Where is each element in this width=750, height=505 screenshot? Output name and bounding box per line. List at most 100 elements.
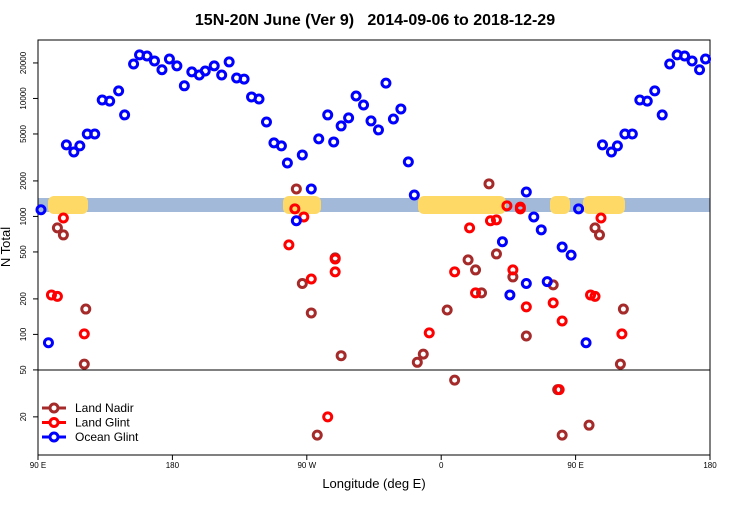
land-patch: [283, 196, 321, 214]
point: [649, 85, 661, 97]
point: [641, 95, 653, 107]
legend-label: Land Nadir: [75, 401, 134, 415]
point: [178, 80, 190, 92]
point: [402, 156, 414, 168]
legend-label: Ocean Glint: [75, 430, 139, 444]
point: [78, 328, 90, 340]
point: [199, 65, 211, 77]
point: [589, 290, 601, 302]
chart-title: 15N-20N June (Ver 9) 2014-09-06 to 2018-…: [195, 12, 555, 29]
land-patch: [418, 196, 506, 214]
point: [283, 239, 295, 251]
point: [535, 224, 547, 236]
point: [664, 58, 676, 70]
point: [128, 58, 140, 70]
point: [462, 254, 474, 266]
point: [595, 212, 607, 224]
y-tick-label: 20000: [19, 51, 28, 74]
y-tick-label: 100: [19, 327, 28, 341]
point: [483, 178, 495, 190]
point: [289, 203, 301, 215]
point: [656, 109, 668, 121]
point: [89, 128, 101, 140]
x-tick-label: 90 W: [297, 461, 316, 470]
x-tick-label: 180: [703, 461, 717, 470]
point: [223, 56, 235, 68]
point: [57, 212, 69, 224]
land-patch: [583, 196, 625, 214]
point: [626, 128, 638, 140]
point: [148, 55, 160, 67]
point: [395, 103, 407, 115]
point: [565, 249, 577, 261]
x-tick-label: 180: [166, 461, 180, 470]
point: [372, 124, 384, 136]
point: [496, 236, 508, 248]
point: [547, 297, 559, 309]
point: [335, 350, 347, 362]
point: [476, 287, 488, 299]
point: [679, 50, 691, 62]
point: [208, 60, 220, 72]
point: [163, 53, 175, 65]
land-patch: [48, 196, 88, 214]
point: [470, 287, 482, 299]
point: [358, 99, 370, 111]
point: [464, 222, 476, 234]
y-tick-label: 50: [19, 365, 28, 374]
point: [514, 203, 526, 215]
point: [573, 203, 585, 215]
band: [38, 198, 710, 212]
point: [556, 315, 568, 327]
point: [328, 136, 340, 148]
y-tick-label: 500: [19, 245, 28, 259]
point: [605, 146, 617, 158]
point: [616, 328, 628, 340]
point: [329, 253, 341, 265]
point: [329, 266, 341, 278]
point: [51, 290, 63, 302]
point: [583, 419, 595, 431]
point: [238, 73, 250, 85]
point: [335, 120, 347, 132]
legend-marker: [48, 402, 60, 414]
land-patches: [48, 196, 625, 214]
point: [68, 146, 80, 158]
point: [296, 149, 308, 161]
point: [528, 211, 540, 223]
point: [343, 112, 355, 124]
series: [45, 200, 628, 423]
y-tick-label: 5000: [19, 125, 28, 143]
point: [42, 337, 54, 349]
x-axis-label: Longitude (deg E): [322, 476, 425, 491]
point: [305, 307, 317, 319]
point: [449, 266, 461, 278]
point: [80, 303, 92, 315]
y-tick-label: 200: [19, 292, 28, 306]
land-patch: [550, 196, 570, 214]
point: [290, 183, 302, 195]
point: [260, 116, 272, 128]
point: [700, 53, 712, 65]
point: [507, 264, 519, 276]
point: [541, 276, 553, 288]
point: [484, 215, 496, 227]
legend-label: Land Glint: [75, 416, 130, 430]
point: [313, 133, 325, 145]
y-axis-label: N Total: [0, 227, 13, 267]
point: [311, 429, 323, 441]
point: [501, 200, 513, 212]
point: [350, 90, 362, 102]
point: [380, 77, 392, 89]
point: [305, 183, 317, 195]
y-tick-label: 20: [19, 412, 28, 421]
point: [470, 264, 482, 276]
point: [387, 113, 399, 125]
point: [322, 109, 334, 121]
point: [556, 429, 568, 441]
legend-marker: [48, 431, 60, 443]
point: [553, 384, 565, 396]
point: [411, 356, 423, 368]
point: [596, 139, 608, 151]
point: [423, 327, 435, 339]
